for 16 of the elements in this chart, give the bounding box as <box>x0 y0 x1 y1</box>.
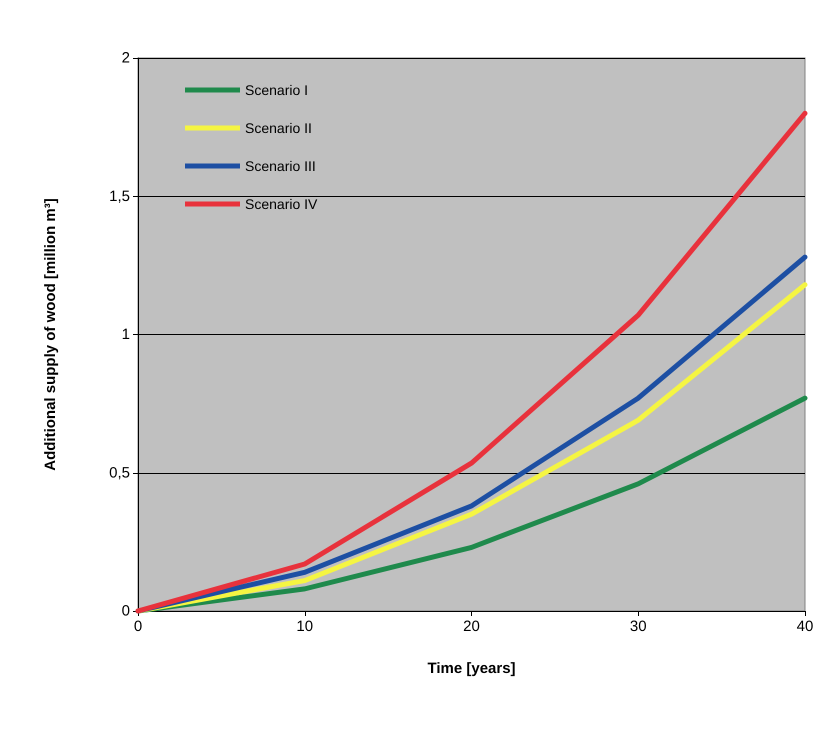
y-tick-label: 2 <box>122 50 130 66</box>
x-tick-label: 40 <box>796 618 814 635</box>
x-tick-label: 20 <box>463 618 480 635</box>
y-tick-label: 1,5 <box>109 188 130 205</box>
y-tick-label: 0 <box>122 602 130 620</box>
y-tick-label: 0,5 <box>109 464 130 482</box>
legend-label: Scenario III <box>245 158 316 174</box>
legend-label: Scenario IV <box>245 196 318 212</box>
x-tick-label: 30 <box>630 618 647 635</box>
y-axis-title: Additional supply of wood [million m³] <box>42 198 59 471</box>
x-tick-label: 0 <box>134 618 142 635</box>
legend-label: Scenario I <box>245 82 308 98</box>
x-tick-label: 10 <box>296 618 314 635</box>
legend-label: Scenario II <box>245 120 312 136</box>
x-axis-title: Time [years] <box>427 660 516 677</box>
y-tick-label: 1 <box>122 326 130 343</box>
